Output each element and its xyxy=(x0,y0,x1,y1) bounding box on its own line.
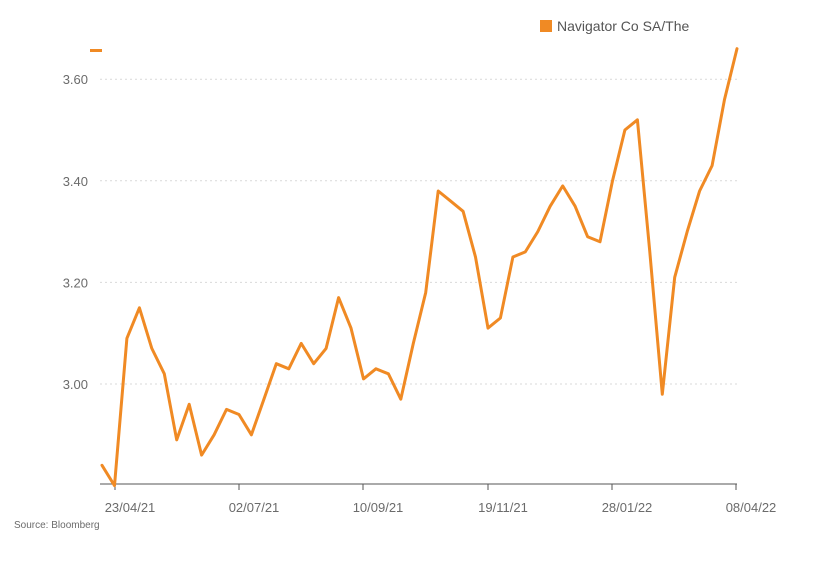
series-line-navigator xyxy=(100,47,739,488)
x-tick-label: 28/01/22 xyxy=(602,500,653,515)
x-tick-label: 23/04/21 xyxy=(105,500,156,515)
y-tick-label: 3.60 xyxy=(63,72,88,87)
x-tick-label: 02/07/21 xyxy=(229,500,280,515)
legend-label: Navigator Co SA/The xyxy=(557,18,689,34)
x-axis-ticks: 23/04/21 02/07/21 10/09/21 19/11/21 28/01/22… xyxy=(105,484,777,515)
source-note: Source: Bloomberg xyxy=(14,520,100,531)
y-tick-label: 3.00 xyxy=(63,377,88,392)
y-axis-ticks: 3.00 3.20 3.40 3.60 xyxy=(63,72,88,392)
x-tick-label: 10/09/21 xyxy=(353,500,404,515)
legend: Navigator Co SA/The xyxy=(540,18,689,34)
x-tick-label: 08/04/22 xyxy=(726,500,777,515)
y-tick-label: 3.20 xyxy=(63,275,88,290)
grid-lines xyxy=(100,78,737,385)
y-tick-label: 3.40 xyxy=(63,174,88,189)
legend-swatch xyxy=(540,20,552,32)
x-tick-label: 19/11/21 xyxy=(478,500,528,515)
marker-dash xyxy=(90,49,102,52)
